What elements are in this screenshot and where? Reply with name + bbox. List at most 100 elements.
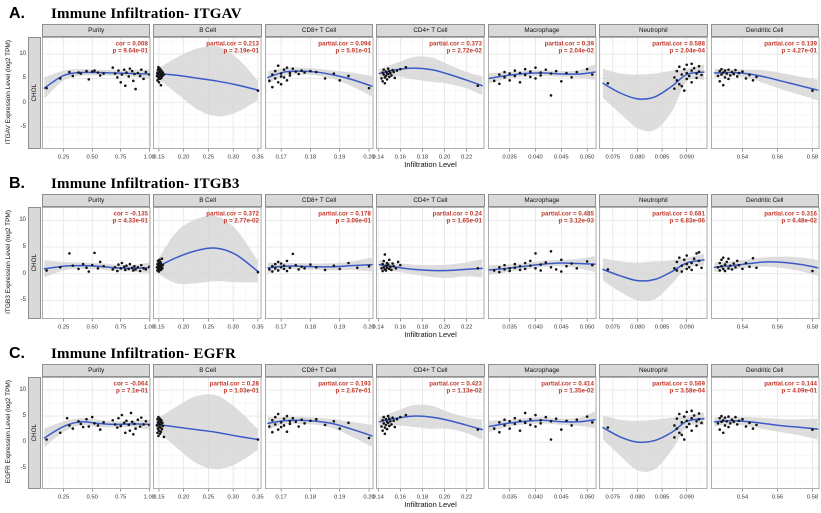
scatter-point	[700, 266, 703, 270]
scatter-point	[387, 72, 390, 76]
scatter-point	[673, 76, 676, 79]
scatter-point	[399, 67, 402, 71]
facet-strip-label: Dendritic Cell	[710, 194, 819, 207]
scatter-point	[323, 77, 327, 80]
p-annotation: p = 3.12e-03	[558, 218, 594, 225]
scatter-point	[690, 409, 694, 413]
facet-strip-label: Dendritic Cell	[710, 24, 819, 37]
scatter-point	[133, 422, 136, 426]
scatter-point	[721, 71, 725, 74]
y-axis-tick-label: 0	[22, 439, 26, 446]
x-axis-tick-label: 0.75	[115, 325, 126, 331]
scatter-point	[157, 434, 161, 438]
x-axis-tick-label: 0.075	[606, 495, 621, 501]
scatter-point	[680, 73, 684, 76]
scatter-point	[392, 264, 396, 268]
p-annotation: p = 4.09e-01	[781, 388, 817, 395]
facet-dendritic-cell: Dendritic Cell partial.cor = 0.316 p = 6.4…	[710, 194, 819, 330]
scatter-point	[294, 263, 297, 267]
scatter-point	[697, 70, 701, 73]
scatter-point	[590, 421, 594, 424]
confidence-band	[488, 256, 595, 275]
scatter-point	[98, 260, 102, 264]
scatter-point	[513, 266, 516, 270]
scatter-point	[308, 419, 312, 423]
x-axis-tick-label: 0.35	[253, 155, 264, 161]
scatter-point	[282, 424, 286, 427]
scatter-point	[513, 262, 516, 266]
scatter-point	[570, 76, 573, 79]
scatter-point	[673, 436, 676, 439]
x-axis-tick-label: 0.14	[373, 325, 385, 331]
scatter-point	[162, 71, 165, 74]
cor-annotation: partial.cor = 0.485	[541, 211, 594, 218]
p-annotation: p = 2.04e-02	[558, 48, 594, 55]
y-axis-tick-label: 10	[19, 387, 26, 394]
scatter-point	[564, 71, 568, 75]
facet-strip-label: Dendritic Cell	[710, 364, 819, 377]
scatter-point	[528, 264, 532, 267]
scatter-point	[508, 427, 511, 430]
scatter-point	[161, 257, 164, 261]
x-axis-tick-label: 0.20	[178, 155, 189, 161]
scatter-point	[160, 418, 164, 422]
scatter-point	[513, 74, 516, 78]
panel-B-title: B. Immune Infiltration- ITGB3	[2, 172, 819, 193]
scatter-point	[158, 258, 162, 262]
scatter-point	[497, 265, 501, 269]
scatter-point	[98, 428, 102, 431]
scatter-point	[142, 267, 145, 270]
scatter-point	[81, 262, 85, 266]
scatter-point	[533, 425, 537, 428]
scatter-point	[730, 418, 733, 422]
scatter-point	[102, 421, 105, 424]
scatter-point	[754, 266, 758, 270]
x-axis-tick-label: 0.040	[528, 155, 543, 161]
p-annotation: p = 1.35e-02	[558, 388, 594, 395]
scatter-point	[160, 262, 163, 265]
scatter-point	[564, 264, 568, 268]
scatter-point	[58, 77, 62, 80]
x-axis-tick-label: 0.050	[580, 495, 595, 501]
scatter-point	[308, 69, 312, 73]
scatter-point	[291, 67, 294, 70]
x-axis-tick-label: 0.075	[606, 325, 621, 331]
y-axis-tick-label: 5	[22, 413, 26, 420]
scatter-point	[744, 77, 747, 80]
x-axis-tick-label: 0.045	[554, 155, 569, 161]
scatter-point	[685, 425, 689, 429]
facet-cd8-t-cell: CD8+ T Cell partial.cor = 0.178 p = 3.06e-…	[264, 194, 375, 331]
cor-annotation: partial.cor = 0.423	[429, 381, 482, 388]
panel-border	[487, 377, 597, 489]
y-axis-ticks: 10 5 0 -5	[14, 37, 28, 160]
x-axis-tick-label: 0.50	[87, 325, 98, 331]
scatter-point	[300, 418, 303, 422]
scatter-point	[549, 72, 552, 75]
y-axis-tick-label: 10	[19, 217, 26, 224]
x-axis-tick-label: 0.19	[334, 325, 345, 331]
facet-neutrophil: Neutrophil partial.cor = 0.569 p = 3.58e-0…	[599, 364, 708, 501]
scatter-point	[539, 263, 542, 266]
cor-annotation: partial.cor = 0.193	[318, 381, 371, 388]
scatter-point	[518, 80, 522, 84]
scatter-point	[276, 269, 280, 272]
scatter-point	[389, 419, 392, 423]
cor-annotation: partial.cor = 0.681	[652, 211, 705, 218]
scatter-point	[338, 427, 341, 430]
panel-border	[710, 37, 819, 149]
scatter-point	[144, 70, 148, 74]
scatter-point	[113, 265, 117, 269]
scatter-point	[139, 263, 143, 267]
facet-strip-label: CD8+ T Cell	[264, 24, 374, 37]
panel-border	[599, 377, 708, 489]
scatter-point	[384, 264, 388, 267]
scatter-point	[116, 76, 119, 79]
scatter-point	[692, 414, 696, 417]
scatter-point	[288, 422, 292, 426]
panel-border	[710, 377, 819, 489]
scatter-point	[476, 267, 480, 270]
panel-B: B. Immune Infiltration- ITGB3 ITGB3 Expr…	[2, 172, 819, 342]
scatter-point	[273, 415, 277, 419]
trend-line	[156, 423, 260, 441]
